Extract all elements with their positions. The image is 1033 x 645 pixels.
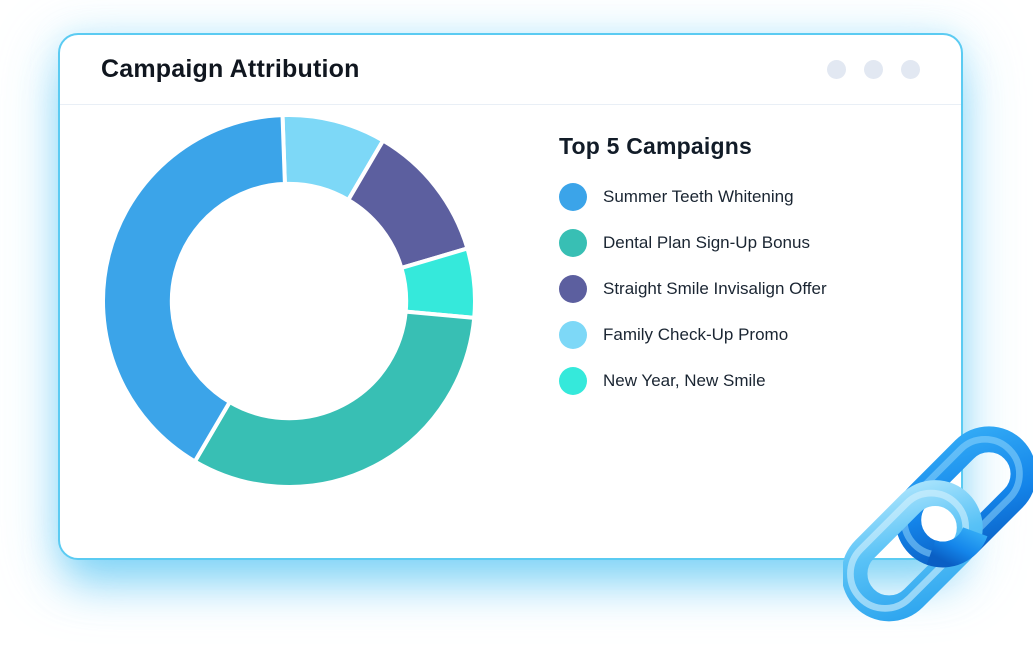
legend-item-family-check-up-promo[interactable]: Family Check-Up Promo: [559, 312, 827, 358]
menu-dot-icon: [901, 60, 920, 79]
legend-item-label: Summer Teeth Whitening: [603, 187, 794, 206]
legend-item-label: Family Check-Up Promo: [603, 325, 789, 344]
campaign-attribution-card: Campaign Attribution Top 5 Campaigns Sum…: [58, 33, 963, 560]
donut-slice-summer-teeth-whitening[interactable]: [101, 113, 287, 464]
legend-item-dental-plan-sign-up-bonus[interactable]: Dental Plan Sign-Up Bonus: [559, 220, 827, 266]
card-title: Campaign Attribution: [101, 55, 360, 83]
legend-item-straight-smile-invisalign-offer[interactable]: Straight Smile Invisalign Offer: [559, 266, 827, 312]
legend-item-summer-teeth-whitening[interactable]: Summer Teeth Whitening: [559, 174, 827, 220]
legend-item-label: Dental Plan Sign-Up Bonus: [603, 233, 810, 252]
donut-chart: [99, 111, 479, 491]
legend-color-dot: [559, 275, 587, 303]
legend-color-dot: [559, 229, 587, 257]
card-header: Campaign Attribution: [60, 35, 961, 105]
menu-dot-icon: [827, 60, 846, 79]
link-chain-icon: [841, 418, 1033, 622]
legend-title: Top 5 Campaigns: [559, 133, 752, 159]
donut-chart-svg: [101, 113, 477, 489]
more-options-menu[interactable]: [827, 60, 920, 79]
link-chain-icon-svg: [841, 426, 1033, 622]
legend-color-dot: [559, 367, 587, 395]
legend-item-label: Straight Smile Invisalign Offer: [603, 279, 827, 298]
menu-dot-icon: [864, 60, 883, 79]
card-body: Top 5 Campaigns Summer Teeth Whitening D…: [60, 105, 961, 560]
campaign-legend: Top 5 Campaigns Summer Teeth Whitening D…: [559, 133, 827, 404]
donut-slice-dental-plan-sign-up-bonus[interactable]: [192, 309, 477, 489]
legend-color-dot: [559, 183, 587, 211]
legend-item-new-year-new-smile[interactable]: New Year, New Smile: [559, 358, 827, 404]
legend-item-label: New Year, New Smile: [603, 371, 766, 390]
legend-color-dot: [559, 321, 587, 349]
